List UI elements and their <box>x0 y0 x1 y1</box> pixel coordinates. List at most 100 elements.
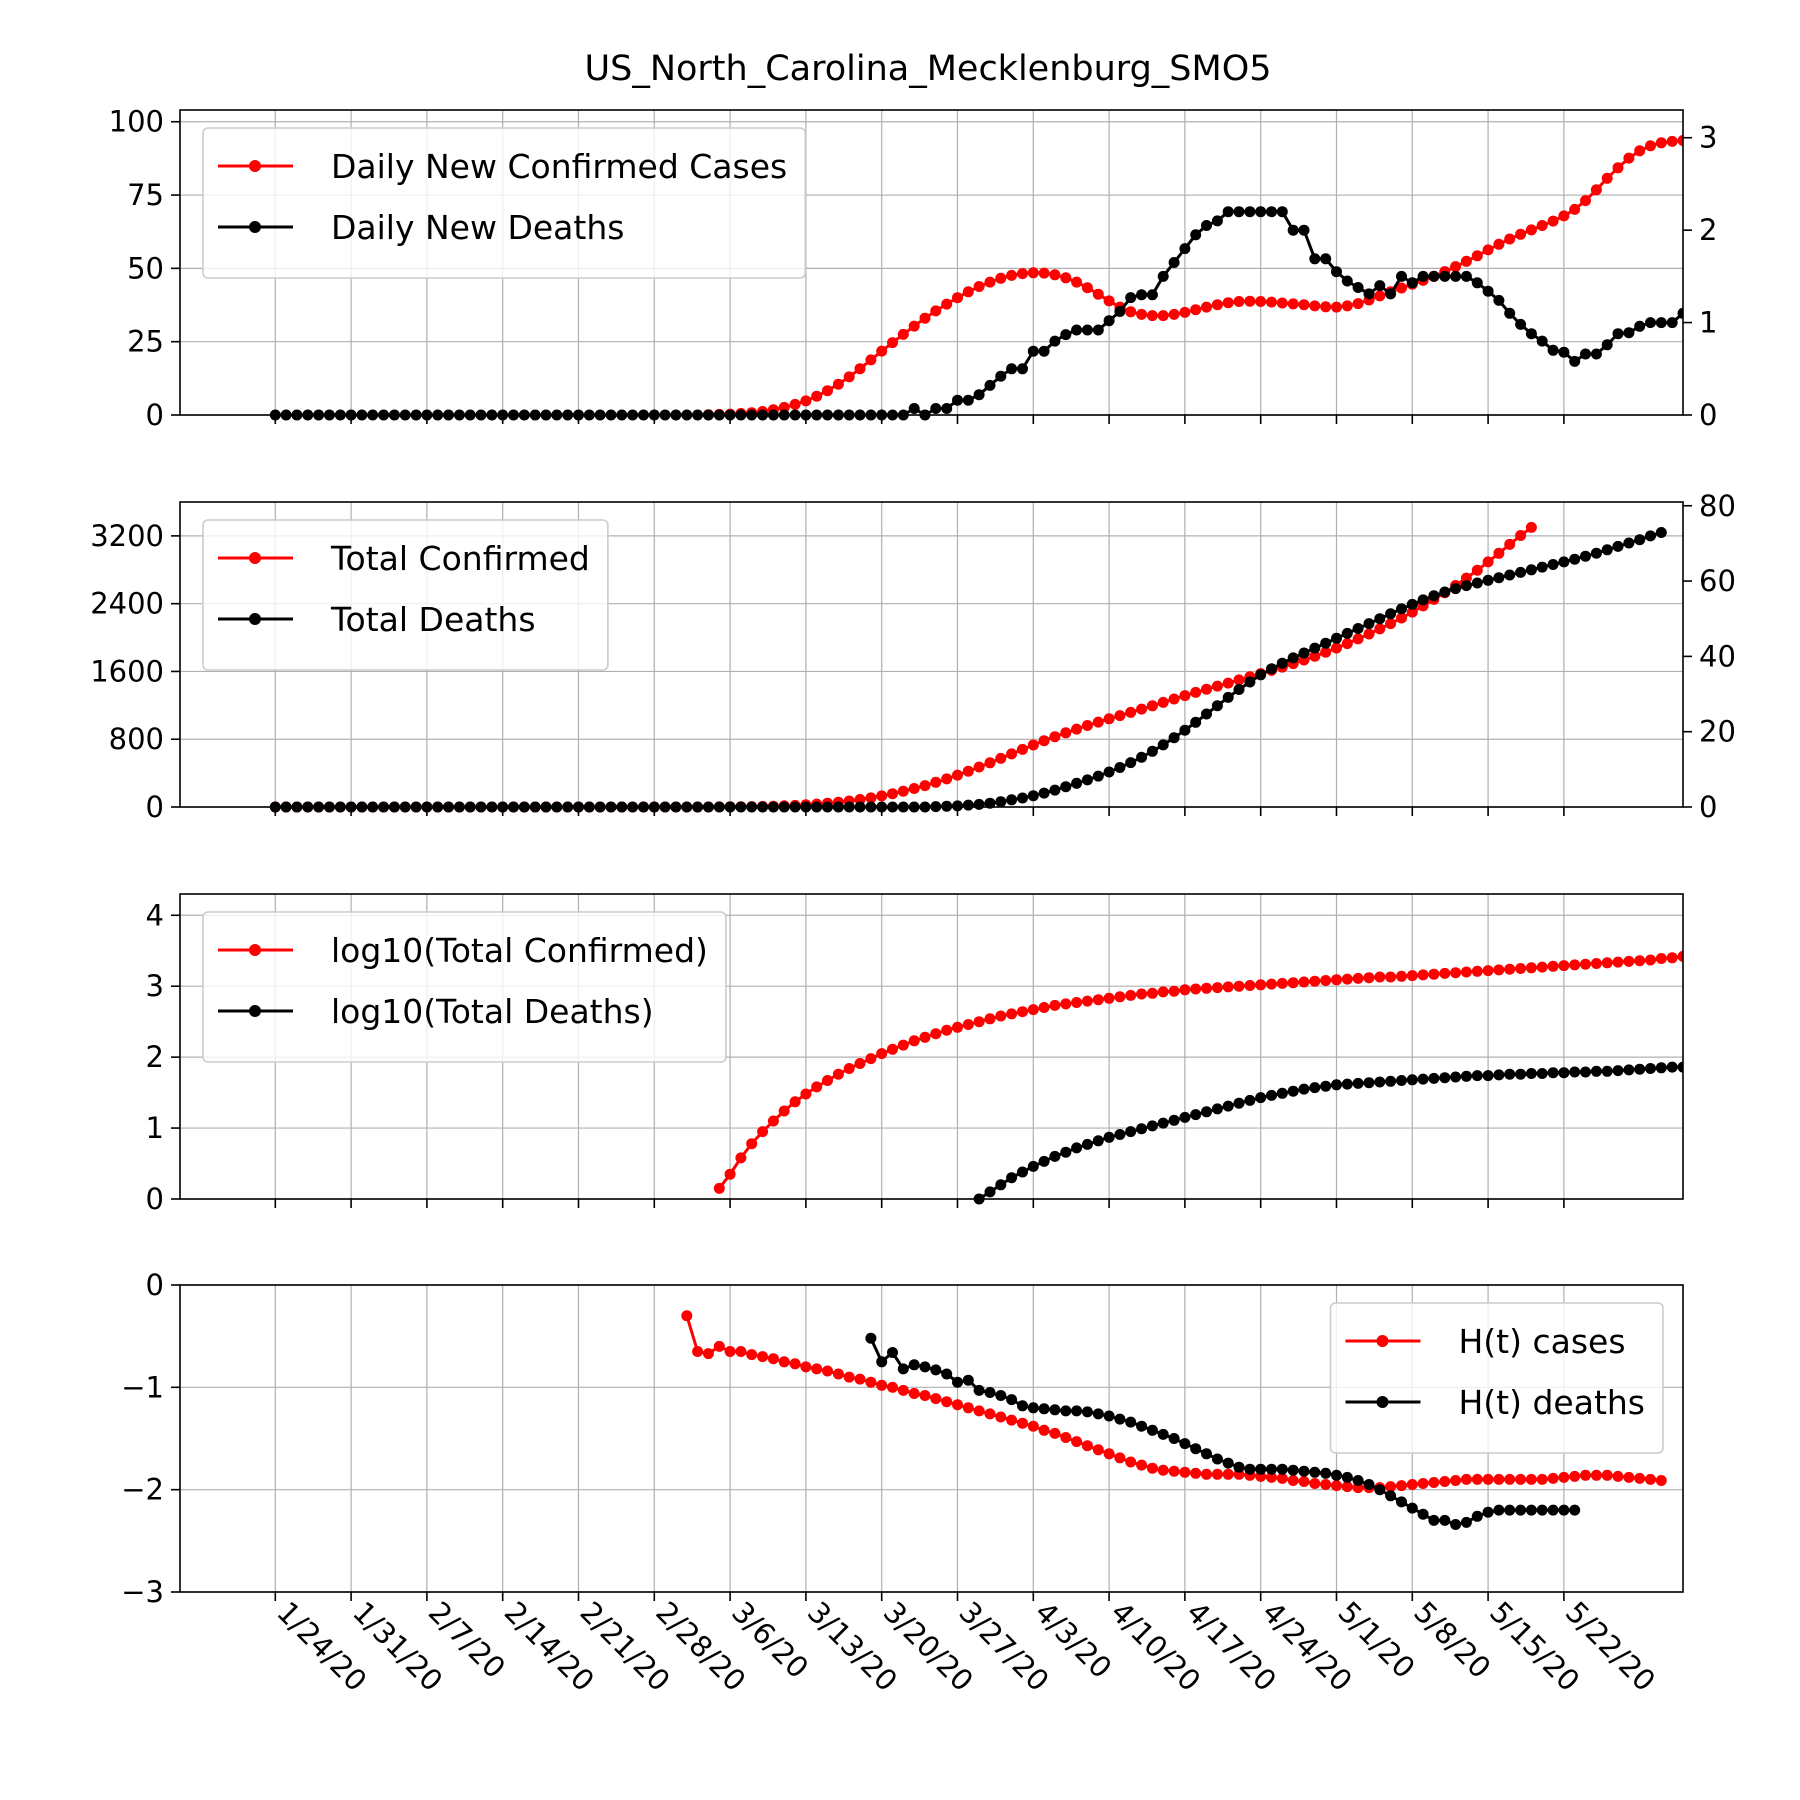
y-tick-label: 0 <box>146 790 164 824</box>
data-point <box>973 1405 985 1417</box>
data-point <box>1547 559 1559 570</box>
data-point <box>1157 696 1169 708</box>
data-point <box>1168 308 1180 320</box>
data-point <box>1157 310 1169 322</box>
data-point <box>1266 1089 1277 1101</box>
data-point <box>1623 152 1635 164</box>
data-point <box>1309 1478 1321 1489</box>
data-point <box>1125 306 1137 318</box>
data-point <box>1038 1155 1050 1167</box>
data-point <box>1125 292 1137 304</box>
data-point <box>1017 363 1028 375</box>
data-point <box>1428 968 1440 980</box>
data-point <box>908 403 920 414</box>
data-point <box>1732 944 1743 955</box>
data-point <box>1179 1111 1191 1123</box>
data-point <box>1374 280 1386 292</box>
data-point <box>930 1028 942 1040</box>
data-point <box>1634 955 1646 967</box>
data-point <box>1114 991 1126 1003</box>
data-point <box>1255 669 1267 681</box>
data-point <box>1515 318 1527 330</box>
data-point <box>1190 1109 1202 1121</box>
data-point <box>952 1021 963 1033</box>
data-point <box>1244 206 1256 218</box>
data-point <box>1114 1129 1126 1140</box>
data-point <box>1331 266 1342 278</box>
y-tick-label: 100 <box>109 105 164 139</box>
data-point <box>724 1346 736 1357</box>
data-point <box>1125 1126 1137 1138</box>
y2-tick-label: 0 <box>1699 398 1717 432</box>
data-point <box>1655 953 1667 964</box>
data-point <box>1666 1061 1678 1073</box>
data-point <box>1482 1473 1494 1485</box>
data-point <box>1146 1462 1158 1474</box>
data-point <box>789 1358 801 1370</box>
data-point <box>1060 998 1072 1010</box>
data-point <box>984 276 996 288</box>
data-point <box>962 765 974 777</box>
data-point <box>1255 1092 1267 1104</box>
data-point <box>908 1035 920 1047</box>
data-point <box>1233 684 1245 695</box>
data-point <box>1092 324 1104 336</box>
data-point <box>1222 677 1234 689</box>
data-point <box>1201 1448 1212 1460</box>
data-point <box>1493 294 1505 306</box>
data-point <box>995 796 1007 808</box>
data-point <box>1417 1073 1429 1085</box>
data-point <box>1071 1405 1083 1417</box>
plot-area <box>713 944 1743 1205</box>
data-point <box>1276 657 1288 669</box>
data-point <box>1385 971 1397 983</box>
data-point <box>1222 1100 1234 1112</box>
data-point <box>995 1411 1007 1423</box>
data-point <box>1320 637 1332 649</box>
y2-tick-label: 1 <box>1699 306 1717 340</box>
data-point <box>876 1356 888 1368</box>
data-point <box>1287 298 1299 310</box>
y-tick-label: 0 <box>146 1268 164 1302</box>
data-point <box>1071 723 1083 735</box>
data-point <box>1157 986 1169 998</box>
data-point <box>1060 781 1072 793</box>
data-point <box>1060 1146 1072 1158</box>
data-point <box>1287 1475 1299 1486</box>
data-point <box>1201 301 1212 313</box>
data-point <box>876 790 888 802</box>
y-tick-label: 3 <box>146 969 164 1003</box>
data-point <box>1634 145 1646 157</box>
data-point <box>1157 1117 1169 1129</box>
axes-frame <box>179 893 1684 1200</box>
data-point <box>1320 646 1332 658</box>
y2-tick-label: 80 <box>1699 489 1736 523</box>
data-point <box>1006 363 1018 375</box>
data-point <box>1136 751 1148 763</box>
data-point <box>1352 972 1364 984</box>
data-point <box>702 1348 714 1360</box>
data-point <box>941 1024 953 1036</box>
data-point <box>1006 269 1018 281</box>
data-point <box>1017 743 1028 755</box>
data-point <box>887 1347 898 1358</box>
data-point <box>1146 289 1158 301</box>
data-point <box>1417 594 1429 606</box>
data-point <box>1179 724 1191 736</box>
data-point <box>1504 1068 1516 1080</box>
data-point <box>952 292 963 304</box>
data-point <box>887 337 898 349</box>
data-point <box>1558 1504 1570 1516</box>
data-point <box>1569 1066 1581 1078</box>
data-point <box>1081 995 1093 1007</box>
data-point <box>1114 762 1126 773</box>
data-point <box>1298 976 1310 988</box>
data-point <box>1125 1456 1137 1468</box>
legend-swatch-marker <box>249 1005 261 1017</box>
data-point <box>1406 277 1418 289</box>
data-point <box>1309 642 1321 654</box>
data-point <box>962 1402 974 1414</box>
data-point <box>1027 1004 1039 1016</box>
data-point <box>1482 244 1494 256</box>
data-point <box>919 1390 931 1401</box>
